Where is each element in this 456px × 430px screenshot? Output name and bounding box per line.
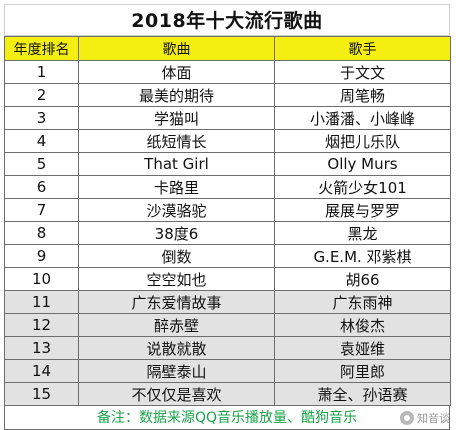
cell-artist: Olly Murs (274, 152, 451, 176)
cell-artist: 于文文 (274, 60, 451, 84)
table-row: 5 That Girl Olly Murs (4, 152, 451, 176)
cell-artist: 广东雨神 (274, 290, 451, 314)
table-row: 4 纸短情长 烟把儿乐队 (4, 129, 451, 153)
cell-song: That Girl (78, 152, 275, 176)
cell-artist: 胡66 (274, 267, 451, 291)
table-row: 9 倒数 G.E.M. 邓紫棋 (4, 244, 451, 268)
table-body: 1 体面 于文文 2 最美的期待 周笔畅 3 学猫叫 小潘潘、小峰峰 4 纸短情长 烟把儿乐队 5 Tha… (4, 60, 451, 406)
table-row: 10 空空如也 胡66 (4, 267, 451, 291)
table-row: 2 最美的期待 周笔畅 (4, 83, 451, 107)
cell-rank: 11 (4, 290, 79, 314)
table-row: 8 38度6 黑龙 (4, 221, 451, 245)
cell-song: 38度6 (78, 221, 275, 245)
cell-song: 纸短情长 (78, 129, 275, 153)
cell-artist: 黑龙 (274, 221, 451, 245)
cell-rank: 12 (4, 313, 79, 337)
cell-song: 体面 (78, 60, 275, 84)
cell-song: 说散就散 (78, 336, 275, 360)
cell-artist: 林俊杰 (274, 313, 451, 337)
header-row: 年度排名 歌曲 歌手 (4, 36, 451, 61)
cell-rank: 7 (4, 198, 79, 222)
table-row: 13 说散就散 袁娅维 (4, 336, 451, 360)
cell-artist: 阿里郎 (274, 359, 451, 383)
watermark: 知音谈 (400, 410, 450, 426)
cell-artist: 小潘潘、小峰峰 (274, 106, 451, 130)
cell-rank: 4 (4, 129, 79, 153)
cell-song: 广东爱情故事 (78, 290, 275, 314)
table-row: 15 不仅仅是喜欢 萧全、孙语赛 (4, 382, 451, 406)
cell-rank: 8 (4, 221, 79, 245)
cell-song: 最美的期待 (78, 83, 275, 107)
cell-rank: 2 (4, 83, 79, 107)
table-row: 3 学猫叫 小潘潘、小峰峰 (4, 106, 451, 130)
header-artist: 歌手 (274, 36, 451, 61)
table-title: 2018年十大流行歌曲 (4, 4, 450, 36)
cell-artist: 袁娅维 (274, 336, 451, 360)
cell-song: 空空如也 (78, 267, 275, 291)
cell-song: 不仅仅是喜欢 (78, 382, 275, 406)
cell-song: 沙漠骆驼 (78, 198, 275, 222)
cell-rank: 3 (4, 106, 79, 130)
cell-rank: 14 (4, 359, 79, 383)
zhihu-logo-icon (400, 411, 414, 425)
cell-artist: G.E.M. 邓紫棋 (274, 244, 451, 268)
header-song: 歌曲 (78, 36, 275, 61)
cell-artist: 周笔畅 (274, 83, 451, 107)
header-rank: 年度排名 (4, 36, 79, 61)
cell-artist: 展展与罗罗 (274, 198, 451, 222)
footer-note-text: 备注：数据来源QQ音乐播放量、酷狗音乐 (96, 410, 358, 426)
cell-rank: 5 (4, 152, 79, 176)
table-row: 6 卡路里 火箭少女101 (4, 175, 451, 199)
table-row: 11 广东爱情故事 广东雨神 (4, 290, 451, 314)
table-row: 12 醉赤壁 林俊杰 (4, 313, 451, 337)
cell-artist: 萧全、孙语赛 (274, 382, 451, 406)
table-row: 1 体面 于文文 (4, 60, 451, 84)
cell-song: 卡路里 (78, 175, 275, 199)
spreadsheet: 2018年十大流行歌曲 年度排名 歌曲 歌手 1 体面 于文文 2 最美的期待 周笔畅 3 学… (4, 4, 451, 430)
cell-song: 醉赤壁 (78, 313, 275, 337)
cell-song: 学猫叫 (78, 106, 275, 130)
cell-artist: 火箭少女101 (274, 175, 451, 199)
cell-rank: 9 (4, 244, 79, 268)
table-row: 14 隔壁泰山 阿里郎 (4, 359, 451, 383)
table-row: 7 沙漠骆驼 展展与罗罗 (4, 198, 451, 222)
footer-note: 备注：数据来源QQ音乐播放量、酷狗音乐 (4, 406, 450, 430)
cell-rank: 10 (4, 267, 79, 291)
cell-rank: 1 (4, 60, 79, 84)
cell-song: 隔壁泰山 (78, 359, 275, 383)
cell-rank: 15 (4, 382, 79, 406)
ranking-table: 年度排名 歌曲 歌手 1 体面 于文文 2 最美的期待 周笔畅 3 学猫叫 小潘潘、小峰峰 4 纸短… (4, 36, 451, 406)
cell-rank: 13 (4, 336, 79, 360)
cell-artist: 烟把儿乐队 (274, 129, 451, 153)
cell-song: 倒数 (78, 244, 275, 268)
cell-rank: 6 (4, 175, 79, 199)
watermark-text: 知音谈 (417, 412, 450, 425)
